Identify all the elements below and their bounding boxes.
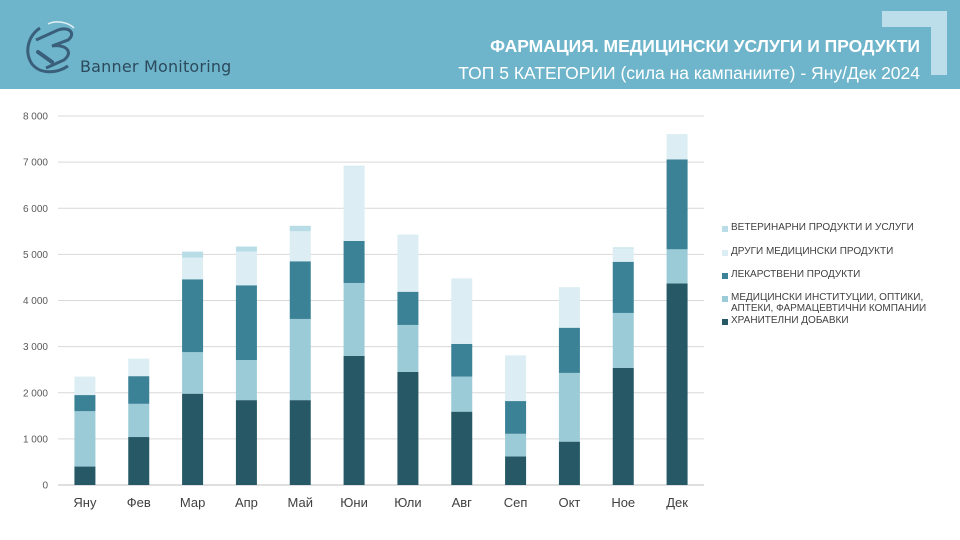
- legend-item: ДРУГИ МЕДИЦИНСКИ ПРОДУКТИ: [722, 246, 946, 257]
- bar-segment: [74, 411, 96, 467]
- legend-swatch: [722, 319, 728, 325]
- bar-segment: [235, 285, 257, 361]
- bar-segment: [74, 376, 96, 396]
- bar-segment: [397, 324, 419, 372]
- x-tick-label: Апр: [235, 495, 258, 510]
- bar-segment: [397, 371, 419, 485]
- bar-segment: [666, 283, 688, 485]
- bar-segment: [343, 355, 365, 485]
- bar-segment: [612, 367, 634, 485]
- bar-segment: [612, 261, 634, 313]
- bar-segment: [182, 352, 204, 394]
- bar-segment: [505, 433, 527, 457]
- legend-label: ДРУГИ МЕДИЦИНСКИ ПРОДУКТИ: [731, 246, 894, 257]
- bar-segment: [612, 312, 634, 368]
- page-title: ФАРМАЦИЯ. МЕДИЦИНСКИ УСЛУГИ И ПРОДУКТИ: [490, 36, 920, 56]
- y-tick-label: 6 000: [23, 204, 48, 215]
- bar-segment: [451, 411, 473, 485]
- bar-segment: [289, 225, 311, 232]
- bar-segment: [289, 261, 311, 319]
- bar-segment: [235, 400, 257, 485]
- bar-segment: [343, 166, 365, 241]
- y-tick-label: 0: [42, 481, 48, 492]
- y-tick-label: 8 000: [23, 112, 48, 123]
- legend-item: МЕДИЦИНСКИ ИНСТИТУЦИИ, ОПТИКИ, АПТЕКИ, Ф…: [722, 292, 946, 314]
- bar-segment: [558, 287, 580, 328]
- x-tick-label: Ное: [611, 495, 635, 510]
- x-tick-label: Авг: [452, 495, 473, 510]
- header-banner: Banner Monitoring ФАРМАЦИЯ. МЕДИЦИНСКИ У…: [0, 0, 960, 89]
- bar-segment: [182, 257, 204, 280]
- x-tick-label: Май: [288, 495, 313, 510]
- legend-swatch: [722, 273, 728, 279]
- bar-segment: [128, 376, 150, 404]
- bar-segment: [128, 437, 150, 485]
- legend-label: МЕДИЦИНСКИ ИНСТИТУЦИИ, ОПТИКИ, АПТЕКИ, Ф…: [731, 292, 927, 314]
- bar-segment: [74, 466, 96, 485]
- bar-segment: [505, 456, 527, 485]
- x-tick-label: Юли: [394, 495, 421, 510]
- bar-segment: [343, 240, 365, 283]
- x-tick-label: Фев: [127, 495, 151, 510]
- stacked-bar-chart: 0 1 000 2 000 3 000 4 000 5 000 6 000 7 000 8 00…: [23, 112, 704, 510]
- y-tick-label: 3 000: [23, 342, 48, 353]
- y-tick-label: 4 000: [23, 296, 48, 307]
- x-tick-label: Сеп: [504, 495, 528, 510]
- bar-segment: [182, 279, 204, 353]
- bar-segment: [558, 372, 580, 442]
- bar-segment: [182, 393, 204, 485]
- bar-segment: [666, 159, 688, 250]
- bar-segment: [235, 360, 257, 401]
- legend-label: ВЕТЕРИНАРНИ ПРОДУКТИ И УСЛУГИ: [731, 222, 914, 233]
- legend-item: ХРАНИТЕЛНИ ДОБАВКИ: [722, 315, 946, 326]
- bar-segment: [289, 231, 311, 262]
- page-subtitle: ТОП 5 КАТЕГОРИИ (сила на кампаниите) - Я…: [458, 63, 920, 83]
- y-tick-label: 7 000: [23, 158, 48, 169]
- y-tick-label: 1 000: [23, 434, 48, 445]
- legend-label: ХРАНИТЕЛНИ ДОБАВКИ: [731, 315, 849, 326]
- bar-segment: [235, 251, 257, 286]
- y-tick-label: 5 000: [23, 250, 48, 261]
- bar-segment: [451, 343, 473, 377]
- x-tick-label: Яну: [73, 495, 97, 510]
- x-tick-label: Дек: [666, 495, 688, 510]
- bar-segment: [558, 327, 580, 373]
- x-tick-label: Мар: [180, 495, 205, 510]
- corner-bracket-icon: [882, 11, 947, 75]
- bar-segment: [74, 395, 96, 412]
- legend-label: ЛЕКАРСТВЕНИ ПРОДУКТИ: [731, 269, 861, 280]
- bar-segment: [612, 247, 634, 249]
- bar-segment: [289, 318, 311, 401]
- x-tick-label: Юни: [340, 495, 368, 510]
- bar-segment: [505, 401, 527, 434]
- bar-segment: [666, 134, 688, 160]
- legend-swatch: [722, 226, 728, 232]
- bar-segment: [558, 441, 580, 485]
- bar-segment: [505, 355, 527, 402]
- y-tick-label: 2 000: [23, 388, 48, 399]
- bar-segment: [182, 251, 204, 258]
- banner-monitoring-logo-icon: [26, 21, 75, 74]
- bar-segment: [451, 376, 473, 412]
- bar-segment: [451, 278, 473, 344]
- bar-segment: [397, 291, 419, 325]
- legend-swatch: [722, 250, 728, 256]
- bar-segment: [666, 249, 688, 284]
- bar-segment: [128, 358, 150, 377]
- bar-segment: [397, 234, 419, 292]
- bar-segment: [343, 282, 365, 356]
- bar-segment: [235, 246, 257, 252]
- brand-name: Banner Monitoring: [80, 57, 232, 76]
- legend-item: ЛЕКАРСТВЕНИ ПРОДУКТИ: [722, 269, 946, 280]
- x-tick-label: Окт: [558, 495, 580, 510]
- legend-swatch: [722, 296, 728, 302]
- bar-segment: [289, 400, 311, 485]
- bar-segment: [128, 403, 150, 438]
- legend-item: ВЕТЕРИНАРНИ ПРОДУКТИ И УСЛУГИ: [722, 222, 946, 233]
- bar-segment: [612, 248, 634, 262]
